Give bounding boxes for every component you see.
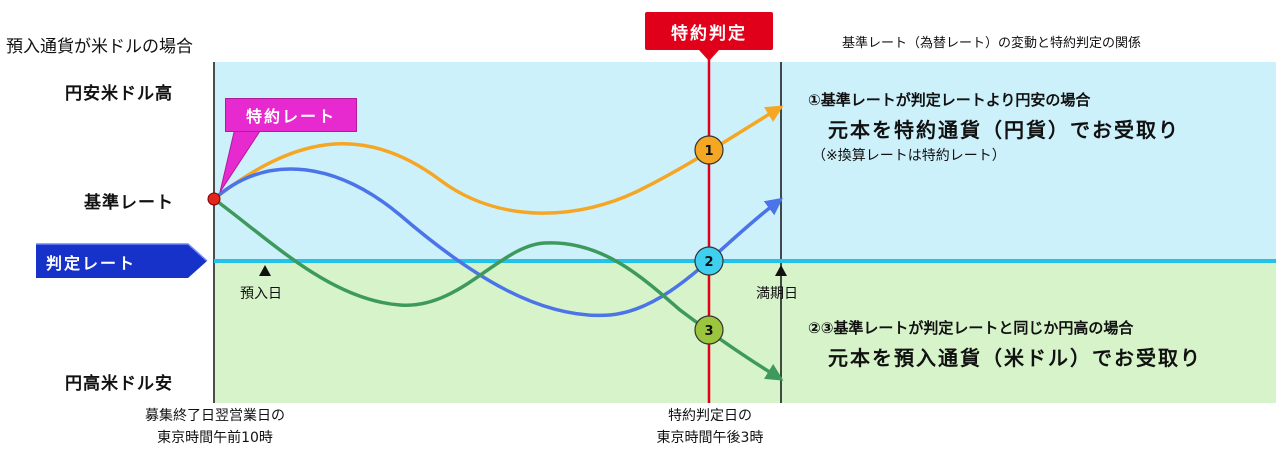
case23-condition: ②③基準レートが判定レートと同じか円高の場合 — [808, 319, 1134, 337]
y-label-bottom: 円高米ドル安 — [65, 374, 173, 394]
judgement-time-line1: 特約判定日の — [668, 408, 752, 424]
base-rate-dot — [207, 192, 221, 206]
green-rate-curve — [212, 197, 784, 381]
case1-result: 元本を特約通貨（円貨）でお受取り — [828, 118, 1180, 142]
judgement-rate-label: 判定レート — [46, 254, 137, 273]
judgement-time-line2: 東京時間午後3時 — [656, 430, 764, 446]
marker-3-label: 3 — [704, 324, 713, 339]
start-time-line1: 募集終了日翌営業日の — [145, 408, 285, 424]
diagram-subtitle: 基準レート（為替レート）の変動と特約判定の関係 — [842, 36, 1142, 51]
maturity-day-label: 満期日 — [756, 286, 798, 302]
judgement-badge: 特約判定 — [645, 12, 773, 61]
marker-2 — [694, 246, 724, 276]
start-time-note: 募集終了日翌営業日の 東京時間午前10時 — [125, 405, 305, 449]
diagram-title: 預入通貨が米ドルの場合 — [6, 37, 193, 57]
yen-strong-zone — [215, 262, 1276, 403]
deposit-day-triangle — [259, 265, 271, 276]
marker-2-label: 2 — [704, 255, 713, 270]
judgement-time-note: 特約判定日の 東京時間午後3時 — [630, 405, 790, 449]
deposit-day-label: 預入日 — [240, 286, 282, 302]
start-time-line2: 東京時間午前10時 — [157, 430, 273, 446]
case23-result: 元本を預入通貨（米ドル）でお受取り — [828, 346, 1202, 370]
special-rate-badge: 特約レート — [225, 98, 357, 132]
y-label-base: 基準レート — [84, 193, 174, 213]
marker-1-label: 1 — [704, 144, 713, 159]
y-label-top: 円安米ドル高 — [65, 84, 173, 104]
blue-rate-curve — [212, 167, 783, 318]
marker-3 — [694, 315, 724, 345]
marker-1 — [694, 135, 724, 165]
judgement-rate-arrow — [36, 244, 207, 278]
maturity-day-triangle — [775, 265, 787, 276]
case1-note: （※換算レートは特約レート） — [812, 148, 1006, 164]
case1-condition: ①基準レートが判定レートより円安の場合 — [808, 91, 1091, 109]
